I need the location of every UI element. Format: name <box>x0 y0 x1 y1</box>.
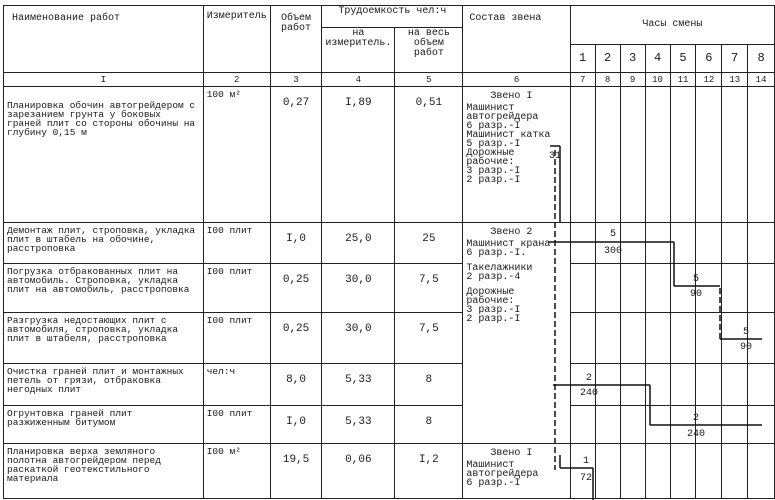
crew-line: Машинист автогрейдера <box>466 103 539 123</box>
value-total: I,2 <box>394 443 464 499</box>
crew-composition: Звено I Машинист автогрейдера 6 разр.-I <box>462 443 571 499</box>
unit: I00 плит <box>202 263 271 313</box>
hour-cell <box>747 363 775 406</box>
value-volume: 0,25 <box>269 312 323 364</box>
value-total: 8 <box>394 363 464 406</box>
value-total: 8 <box>394 405 464 444</box>
hour-cell <box>644 222 671 264</box>
gantt-label: 240 <box>687 429 705 440</box>
header-crew: Состав звена <box>462 5 571 73</box>
value-per-unit: I,89 <box>321 86 396 223</box>
unit: I00 плит <box>202 222 271 264</box>
crew-line: Дорожные рабочие: <box>466 148 515 168</box>
table-row: Погрузка отбракованных плит на автомобил… <box>3 263 775 313</box>
gantt-label: 90 <box>740 342 752 353</box>
crew-line: 2 разр.-I <box>466 314 521 325</box>
crew-line: 5 разр.-I <box>466 139 521 150</box>
hour-cell <box>669 363 697 406</box>
hour-cell <box>644 86 671 223</box>
gantt-label: 90 <box>690 289 702 300</box>
value-per-unit: 30,0 <box>321 312 396 364</box>
hour-cell <box>721 312 749 364</box>
gantt-label: 300 <box>604 246 622 257</box>
crew-composition: Звено I Машинист автогрейдера 6 разр.-I Маш… <box>462 86 571 223</box>
value-total: 7,5 <box>394 263 464 313</box>
gantt-label: 5 <box>610 229 616 240</box>
table-row: Разгрузка недостающих плит с автомобиля,… <box>3 312 775 364</box>
work-name: Погрузка отбракованных плит на автомобил… <box>3 263 204 313</box>
crew-title: Звено I <box>490 91 533 102</box>
hour-cell <box>747 86 775 223</box>
hour-cell <box>644 312 671 364</box>
work-name: Планировка верха земляного полотна автог… <box>3 443 204 499</box>
crew-line: 2 разр.-I <box>466 175 521 186</box>
unit: I00 плит <box>202 405 271 444</box>
hour-cell <box>721 86 749 223</box>
hour-cell <box>747 312 775 364</box>
hour-cell <box>569 405 596 444</box>
gantt-label: 2 <box>586 373 592 384</box>
hour-cell <box>721 443 749 499</box>
table-row: Демонтаж плит, строповка, укладка плит в… <box>3 222 775 444</box>
header-name: Наименование работ <box>3 5 204 73</box>
hour-cell <box>594 312 621 364</box>
gantt-label: 240 <box>580 388 598 399</box>
crew-composition: Звено 2 Машинист крана 6 разр.-I. Такелажни… <box>462 222 571 444</box>
hour-cell <box>695 263 723 313</box>
crew-line: 2 разр.-4 <box>466 272 521 283</box>
crew-line: 3 разр.-I <box>466 166 521 177</box>
hour-cell <box>569 443 596 499</box>
gantt-label: 5 <box>743 327 749 338</box>
crew-line: Машинист катка <box>466 130 551 141</box>
hour-header-5: 5 <box>669 44 697 73</box>
hour-cell <box>644 263 671 313</box>
header-labor-total: на весь объем работ <box>394 27 464 73</box>
hour-cell <box>747 443 775 499</box>
hour-cell <box>695 222 723 264</box>
hour-header-2: 2 <box>594 44 621 73</box>
table-row: Планировка верха земляного полотна автог… <box>3 443 775 499</box>
gantt-label: 2 <box>693 413 699 424</box>
header-labor-per-unit: на измеритель. <box>321 27 396 73</box>
hour-header-8: 8 <box>747 44 775 73</box>
crew-line: Такелажники <box>466 263 533 274</box>
value-per-unit: 0,06 <box>321 443 396 499</box>
hour-cell <box>669 86 697 223</box>
value-total: 0,51 <box>394 86 464 223</box>
unit: 100 м² <box>202 86 271 223</box>
column-number: 13 <box>721 72 749 87</box>
crew-line: 6 разр.-I <box>466 121 521 132</box>
hour-cell <box>721 363 749 406</box>
crew-line: Машинист автогрейдера <box>466 460 539 480</box>
crew-line: 6 разр.-I. <box>466 248 527 259</box>
hour-cell <box>669 443 697 499</box>
gantt-label: 1 <box>583 456 589 467</box>
crew-line: 6 разр.-I <box>466 478 521 489</box>
work-name: Демонтаж плит, строповка, укладка плит в… <box>3 222 204 264</box>
table-row: Планировка обочин автогрейдером с зареза… <box>3 86 775 223</box>
header-hours: Часы смены <box>569 5 775 45</box>
value-per-unit: 30,0 <box>321 263 396 313</box>
crew-line: Дорожные рабочие: <box>466 287 515 307</box>
crew-title: Звено I <box>490 448 533 459</box>
work-name: Планировка обочин автогрейдером с зареза… <box>3 86 204 223</box>
hour-cell <box>594 443 621 499</box>
value-total: 7,5 <box>394 312 464 364</box>
work-schedule-table: Наименование работ Измеритель Объем рабо… <box>3 5 775 499</box>
unit: чел:ч <box>202 363 271 406</box>
value-per-unit: 25,0 <box>321 222 396 264</box>
hour-cell <box>594 263 621 313</box>
work-name: Очистка граней плит и монтажных петель о… <box>3 363 204 406</box>
gantt-label: 72 <box>580 473 592 484</box>
unit: I00 м² <box>202 443 271 499</box>
gantt-label: 31 <box>549 151 561 162</box>
hour-cell <box>644 443 671 499</box>
value-volume: I,0 <box>269 405 323 444</box>
crew-line: 3 разр.-I <box>466 305 521 316</box>
crew-title: Звено 2 <box>490 227 533 238</box>
crew-line: Машинист крана <box>466 239 551 250</box>
gantt-label: 5 <box>693 274 699 285</box>
